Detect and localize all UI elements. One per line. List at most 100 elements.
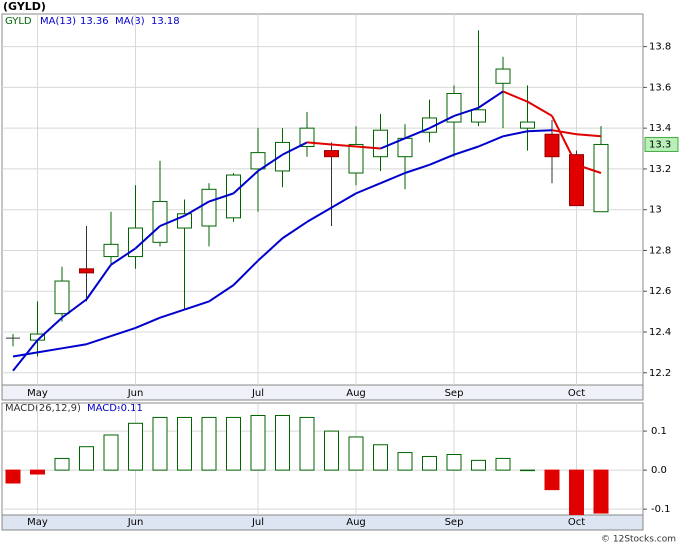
ma-line xyxy=(331,143,357,148)
candle-body xyxy=(520,121,535,129)
ma-line xyxy=(61,343,87,350)
macd-panel xyxy=(1,402,644,516)
ma-line xyxy=(502,90,528,103)
y-tick-label: 12.4 xyxy=(649,327,671,338)
ma-line xyxy=(37,347,63,354)
ma-line xyxy=(380,137,406,150)
y-tick-label: 13.4 xyxy=(649,123,671,134)
y-tick-label: -0.1 xyxy=(651,504,671,515)
ma-line xyxy=(12,339,39,372)
legend-value: 13.36 xyxy=(80,16,109,27)
ma-line xyxy=(453,145,479,156)
x-tick-label: Sep xyxy=(445,388,464,399)
y-tick-label: 13.6 xyxy=(649,82,671,93)
ma-line xyxy=(134,225,161,250)
y-tick-label: 12.6 xyxy=(649,286,671,297)
x-tick-label: Jun xyxy=(127,517,144,528)
legend-value: -0.11 xyxy=(117,403,143,414)
bar xyxy=(544,469,560,491)
bar xyxy=(177,416,192,471)
bar xyxy=(5,469,21,484)
ma-line xyxy=(478,135,504,148)
bar xyxy=(495,457,511,471)
candle-body xyxy=(348,143,364,174)
candle-body xyxy=(324,150,339,158)
bar xyxy=(569,469,584,515)
x-axis-band xyxy=(1,514,644,531)
candle-body xyxy=(152,201,168,243)
bar xyxy=(324,430,339,471)
bar xyxy=(593,469,609,514)
candle-body xyxy=(373,129,388,158)
x-tick-label: May xyxy=(27,517,48,528)
candle-body xyxy=(471,109,486,123)
ma-line xyxy=(404,163,430,174)
bar xyxy=(299,416,315,471)
candle-body xyxy=(54,280,70,315)
bar xyxy=(397,452,413,471)
ma-line xyxy=(135,316,161,329)
candle-body xyxy=(226,174,241,219)
bar xyxy=(422,455,437,471)
candle-body xyxy=(250,152,266,170)
chart-title: (GYLD) xyxy=(3,0,46,13)
y-tick-label: 13.2 xyxy=(649,164,671,175)
ma-line xyxy=(355,182,381,195)
y-tick-label: 12.2 xyxy=(649,368,671,379)
candle-body xyxy=(79,268,94,274)
ma-line xyxy=(404,127,430,140)
bar xyxy=(201,416,217,471)
candle-body xyxy=(544,133,560,158)
ma-line xyxy=(159,308,185,319)
bar xyxy=(30,469,45,475)
bar xyxy=(471,459,486,471)
x-tick-label: Jul xyxy=(251,517,264,528)
y-tick-label: 12.8 xyxy=(649,245,671,256)
bar-group xyxy=(5,414,609,515)
legend-symbol: GYLD xyxy=(5,16,32,27)
y-tick-label: 13.8 xyxy=(649,42,671,53)
ma-line xyxy=(551,129,577,136)
ma-line xyxy=(183,200,210,217)
bar xyxy=(128,422,143,471)
bar xyxy=(348,436,364,471)
ma-line xyxy=(306,141,332,146)
ma-line xyxy=(429,115,455,130)
ma-line xyxy=(355,145,381,150)
bar xyxy=(520,469,535,472)
ma-line xyxy=(576,133,602,138)
candle-body xyxy=(201,188,217,227)
ma-line xyxy=(61,298,88,319)
candle-body xyxy=(103,243,119,258)
ma-line xyxy=(159,214,185,227)
bar xyxy=(226,416,241,471)
bar xyxy=(54,457,70,471)
price-panel xyxy=(1,13,644,386)
ma-line xyxy=(527,129,553,133)
x-tick-label: May xyxy=(27,388,48,399)
ma-line xyxy=(110,326,136,338)
candle-body xyxy=(275,141,290,172)
x-tick-label: Jun xyxy=(127,388,144,399)
legend-value: 13.18 xyxy=(151,16,180,27)
ma-line xyxy=(477,90,504,109)
legend-label: MA(13) xyxy=(40,16,76,27)
bar xyxy=(446,454,462,471)
ma-line xyxy=(576,163,602,174)
x-tick-label: Aug xyxy=(346,388,366,399)
ma-line xyxy=(281,221,308,240)
x-tick-label: Oct xyxy=(568,388,585,399)
ma-line xyxy=(36,316,63,341)
x-tick-label: Jul xyxy=(251,388,264,399)
bar xyxy=(79,446,94,471)
macd-title: MACD(26,12,9) xyxy=(5,403,81,414)
candle-body xyxy=(495,68,511,84)
ma-line xyxy=(551,115,578,166)
ma-line xyxy=(208,284,235,303)
ma-line xyxy=(453,106,479,117)
price-tag-label: 13.3 xyxy=(649,139,671,150)
legend-label: MA(3) xyxy=(115,16,145,27)
bar xyxy=(250,414,266,471)
ma-line xyxy=(502,130,528,138)
